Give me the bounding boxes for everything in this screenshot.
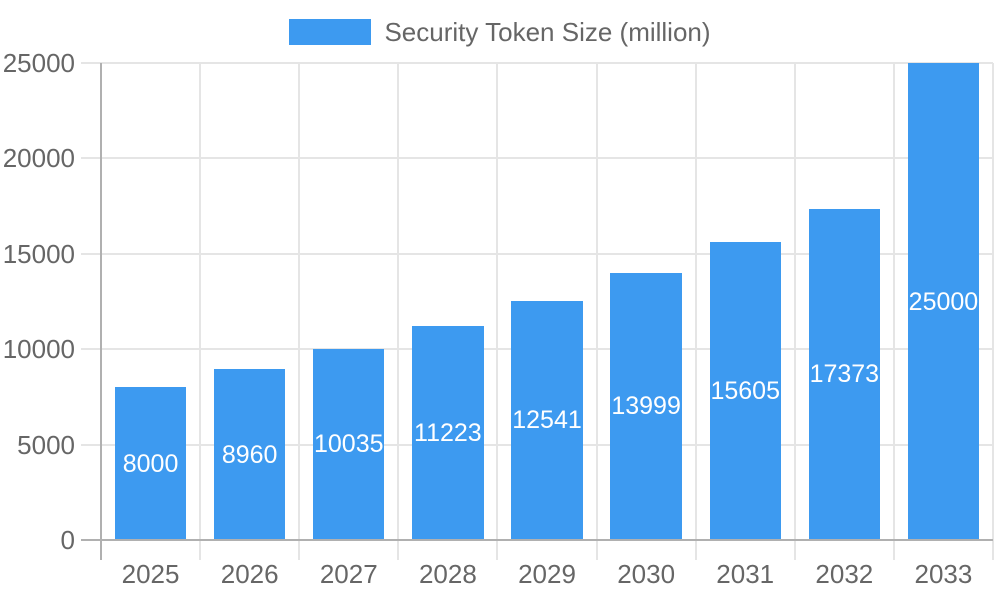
bar-value-label: 11223 [414, 418, 482, 447]
bar-value-label: 15605 [710, 377, 780, 406]
bar-2028 [412, 325, 484, 540]
x-gridline [992, 63, 994, 560]
x-tick-label: 2028 [418, 559, 477, 589]
x-tick-label: 2026 [220, 559, 279, 589]
x-tick-label: 2033 [914, 559, 973, 589]
x-gridline [298, 63, 301, 560]
x-axis-line [81, 539, 993, 541]
bar-2029 [511, 300, 583, 540]
x-gridline [694, 63, 697, 560]
x-tick-label: 2030 [617, 559, 676, 589]
y-axis-line [100, 63, 102, 560]
bar-2032 [808, 208, 880, 540]
y-tick-label: 15000 [2, 238, 75, 269]
x-gridline [793, 63, 796, 560]
y-gridline [81, 62, 993, 64]
y-gridline [81, 252, 993, 255]
bar-value-label: 25000 [908, 287, 979, 316]
y-tick-label: 25000 [2, 48, 75, 78]
x-gridline [595, 63, 598, 560]
y-tick-label: 10000 [2, 334, 75, 365]
y-tick-label: 20000 [2, 143, 75, 174]
x-gridline [892, 63, 895, 560]
legend-label: Security Token Size (million) [384, 17, 711, 47]
legend-swatch [289, 19, 372, 45]
bar-value-label: 12541 [512, 406, 582, 435]
bar-2031 [709, 242, 781, 540]
y-gridline [81, 157, 993, 160]
legend-item-security-token-size[interactable]: Security Token Size (million) [0, 19, 1000, 45]
bar-value-label: 17373 [809, 360, 880, 389]
x-tick-label: 2029 [518, 559, 576, 589]
bar-2030 [610, 272, 682, 540]
bar-2026 [213, 369, 286, 540]
y-tick-label: 0 [60, 525, 75, 555]
bar-value-label: 8960 [221, 440, 278, 469]
x-tick-label: 2031 [716, 559, 775, 589]
x-gridline [397, 63, 400, 560]
bar-2025 [114, 387, 187, 540]
bar-value-label: 13999 [611, 392, 681, 421]
x-tick-label: 2027 [319, 559, 378, 589]
bar-2027 [313, 348, 385, 540]
bar-2033 [907, 63, 980, 540]
bar-value-label: 10035 [314, 430, 384, 459]
x-tick-label: 2032 [815, 559, 874, 589]
y-tick-label: 5000 [17, 429, 75, 460]
x-tick-label: 2025 [121, 559, 180, 589]
x-gridline [496, 63, 499, 560]
bar-value-label: 8000 [122, 449, 179, 478]
x-gridline [199, 63, 202, 560]
